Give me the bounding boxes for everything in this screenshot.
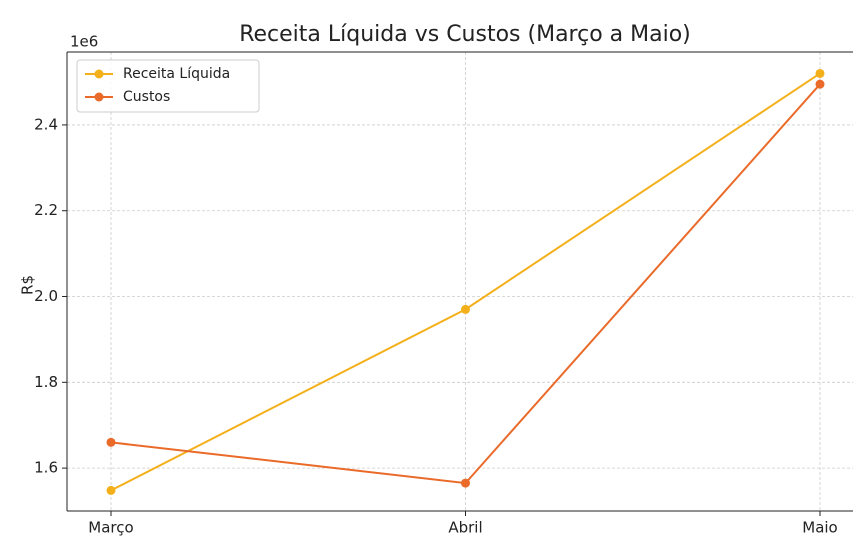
legend-swatch	[94, 92, 104, 102]
chart-title: Receita Líquida vs Custos (Março a Maio)	[239, 22, 691, 47]
x-tick-label: Março	[88, 519, 133, 537]
y-offset-label: 1e6	[70, 33, 98, 51]
legend: Receita Líquida Custos	[76, 59, 260, 113]
data-point	[461, 304, 470, 314]
legend-label: Receita Líquida	[123, 66, 230, 82]
y-axis-label: R$	[19, 275, 37, 295]
y-tick-label: 1.6	[34, 459, 58, 477]
x-tick-label: Maio	[802, 519, 837, 537]
data-point	[106, 437, 116, 447]
y-tick-label: 1.8	[34, 373, 58, 391]
legend-box	[76, 59, 260, 113]
data-point	[461, 478, 470, 488]
x-tick-label: Abril	[448, 519, 482, 537]
y-tick-label: 2.0	[34, 287, 58, 305]
legend-swatch	[94, 69, 104, 79]
data-point	[815, 68, 825, 78]
data-point	[106, 485, 116, 495]
y-tick-label: 2.2	[34, 201, 58, 219]
data-point	[815, 79, 825, 89]
y-tick-label: 2.4	[34, 115, 58, 133]
legend-label: Custos	[123, 89, 170, 105]
